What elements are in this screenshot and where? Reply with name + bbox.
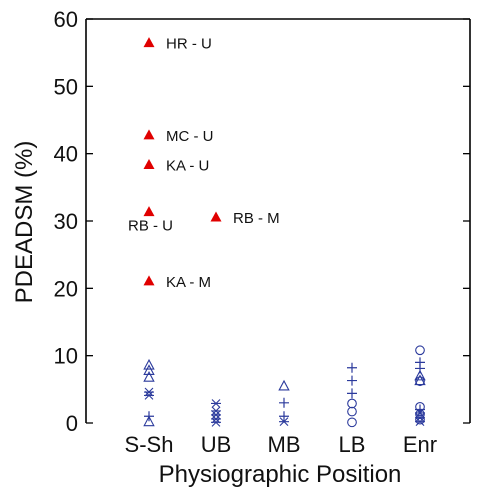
point-circle	[347, 417, 357, 428]
point-circle	[347, 398, 357, 409]
x-axis-title: Physiographic Position	[159, 461, 402, 487]
point-plus	[279, 411, 289, 422]
point-plus	[347, 362, 357, 373]
point-open-triangle	[143, 364, 155, 376]
point-open-triangle	[143, 371, 155, 382]
point-asterisk	[211, 417, 221, 427]
point-filled-triangle	[210, 211, 222, 222]
y-axis-ticks: 0 10 20 30 40 50 60	[54, 7, 470, 436]
x-axis-ticks: S-Sh UB MB LB Enr	[125, 432, 438, 457]
y-tick-label: 30	[54, 209, 78, 234]
point-circle	[415, 414, 425, 425]
point-plus	[347, 375, 357, 386]
y-tick-label: 40	[54, 142, 78, 167]
point-asterisk	[211, 399, 221, 408]
point-filled-triangle	[143, 158, 155, 169]
y-tick-label: 0	[66, 411, 78, 436]
point-plus	[279, 397, 289, 408]
point-open-triangle	[414, 374, 426, 386]
x-tick-label: Enr	[403, 432, 437, 457]
point-filled-triangle	[143, 206, 155, 217]
point-open-triangle	[143, 415, 155, 427]
point-annotation: KA - M	[166, 274, 211, 291]
y-tick-label: 10	[54, 344, 78, 369]
point-plus	[144, 411, 154, 422]
point-circle	[415, 345, 425, 356]
point-asterisk	[415, 417, 425, 427]
x-tick-label: LB	[339, 432, 366, 457]
point-plus	[347, 388, 357, 399]
x-tick-label: S-Sh	[125, 432, 174, 457]
data-points	[143, 37, 426, 428]
point-filled-triangle	[143, 37, 155, 48]
point-circle	[347, 406, 357, 417]
point-annotation: KA - U	[166, 157, 209, 174]
point-circle	[415, 376, 425, 387]
point-plus	[415, 363, 425, 374]
point-filled-triangle	[143, 275, 155, 286]
point-annotation: HR - U	[166, 36, 212, 53]
x-tick-label: MB	[268, 432, 301, 457]
point-filled-triangle	[143, 129, 155, 140]
point-annotation: MC - U	[166, 128, 214, 145]
point-circle	[415, 401, 425, 412]
point-circle	[415, 409, 425, 420]
point-annotations: HR - U MC - U KA - U RB - U KA - M RB - M	[128, 36, 280, 291]
y-tick-label: 60	[54, 7, 78, 32]
y-tick-label: 50	[54, 74, 78, 99]
point-open-triangle	[143, 358, 155, 370]
point-asterisk	[144, 391, 154, 400]
y-tick-label: 20	[54, 276, 78, 301]
point-annotation: RB - M	[233, 210, 280, 227]
y-axis-title: PDEADSM (%)	[11, 141, 38, 304]
point-annotation: RB - U	[128, 218, 173, 235]
x-tick-label: UB	[201, 432, 232, 457]
point-open-triangle	[414, 369, 426, 381]
point-asterisk	[279, 417, 289, 427]
point-open-triangle	[278, 379, 290, 391]
